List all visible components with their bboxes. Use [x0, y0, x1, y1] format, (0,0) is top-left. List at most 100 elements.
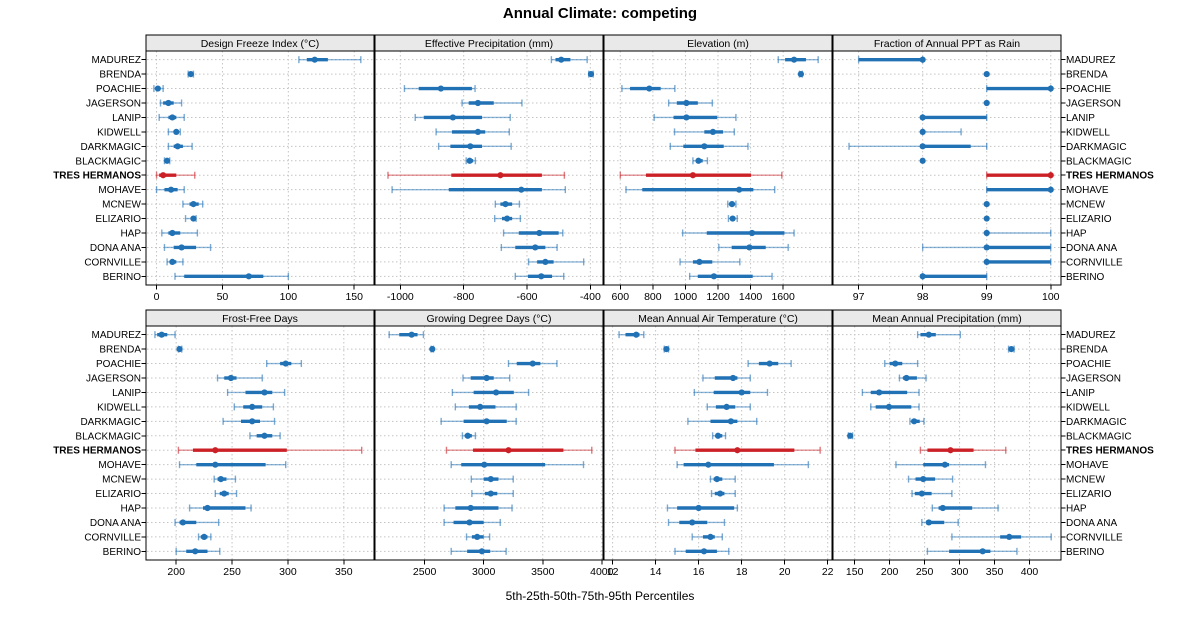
site-label-right: BRENDA	[1066, 70, 1108, 81]
panel-Effective Precipitation (mm): Effective Precipitation (mm) -1000 -800 -60…	[374, 34, 604, 303]
percentile-row-DONA ANA	[718, 243, 789, 251]
site-label-left: CORNVILLE	[84, 257, 141, 268]
median-dot	[474, 533, 481, 540]
percentile-row-POACHIE	[507, 360, 558, 368]
site-label-right: JAGERSON	[1066, 374, 1121, 385]
median-dot	[695, 157, 702, 164]
percentile-row-BERINO	[174, 272, 290, 280]
median-dot	[729, 374, 737, 382]
median-dot	[983, 201, 990, 208]
median-dot	[729, 215, 736, 222]
percentile-row-ELIZARIO	[983, 215, 990, 222]
median-dot	[167, 186, 175, 193]
median-dot	[727, 418, 735, 425]
median-dot	[190, 215, 197, 222]
median-dot	[481, 461, 488, 468]
percentile-row-MCNEW	[182, 200, 204, 208]
median-dot	[483, 418, 490, 425]
strip-title: Mean Annual Precipitation (mm)	[872, 313, 1021, 325]
median-dot	[176, 346, 183, 353]
site-label-right: HAP	[1066, 229, 1087, 240]
median-dot	[683, 114, 690, 121]
percentile-row-BERINO	[674, 547, 730, 555]
median-dot	[911, 418, 918, 425]
percentile-row-CORNVILLE	[951, 533, 1052, 541]
percentile-row-MOHAVE	[178, 461, 287, 469]
median-dot	[464, 432, 471, 439]
percentile-row-MADUREZ	[777, 56, 819, 64]
x-tick-label: 300	[951, 566, 969, 578]
percentile-row-HAP	[666, 504, 739, 512]
x-tick-label: 100	[280, 291, 298, 303]
site-label-right: CORNVILLE	[1066, 532, 1123, 543]
strip-title: Growing Degree Days (°C)	[427, 313, 552, 325]
percentile-row-MCNEW	[470, 475, 514, 483]
median-dot	[169, 229, 176, 237]
site-label-right: CORNVILLE	[1066, 257, 1123, 268]
percentile-row-MADUREZ	[916, 331, 961, 339]
median-dot	[160, 172, 167, 179]
strip-header	[832, 309, 1062, 327]
percentile-row-CORNVILLE	[527, 258, 585, 266]
percentile-row-DONA ANA	[921, 243, 1052, 251]
percentile-row-BERINO	[175, 547, 221, 555]
percentile-row-CORNVILLE	[166, 258, 184, 266]
percentile-row-LANIP	[158, 113, 185, 121]
percentile-row-MADUREZ	[154, 331, 176, 339]
strip-header	[374, 309, 604, 327]
median-dot	[717, 490, 724, 497]
percentile-row-BRENDA	[983, 71, 990, 78]
percentile-row-MOHAVE	[676, 461, 810, 469]
x-tick-label: 100	[1042, 291, 1060, 303]
x-tick-label: 4000	[590, 566, 614, 578]
site-label-left: DONA ANA	[90, 243, 141, 254]
percentile-row-DARKMAGIC	[437, 142, 512, 150]
site-labels: MADUREZ MADUREZ BRENDA BRENDA POACHIE POACHIE…	[53, 330, 1154, 558]
median-dot	[797, 71, 804, 78]
x-tick-label: 600	[612, 291, 630, 303]
site-label-left: BLACKMAGIC	[75, 431, 141, 442]
strip-header	[145, 34, 375, 52]
site-label-left: MADUREZ	[92, 55, 141, 66]
median-dot	[919, 128, 926, 135]
median-dot	[696, 258, 703, 265]
percentile-row-HAP	[443, 504, 513, 512]
median-dot	[736, 186, 743, 193]
percentile-row-MOHAVE	[986, 186, 1054, 194]
median-dot	[429, 346, 436, 353]
x-tick-label: 800	[644, 291, 662, 303]
site-label-right: TRES HERMANOS	[1066, 446, 1154, 457]
percentile-row-CORNVILLE	[983, 258, 1052, 266]
percentile-row-POACHIE	[621, 85, 676, 93]
site-label-right: BLACKMAGIC	[1066, 156, 1132, 167]
median-dot	[169, 258, 176, 265]
median-dot	[518, 186, 525, 193]
percentile-row-CORNVILLE	[691, 533, 724, 541]
percentile-row-BLACKMAGIC	[919, 157, 926, 164]
median-dot	[700, 548, 708, 555]
median-dot	[487, 476, 494, 483]
percentile-row-HAP	[502, 229, 564, 237]
site-label-left: ELIZARIO	[95, 489, 141, 500]
median-dot	[723, 403, 730, 410]
site-label-right: MCNEW	[1066, 475, 1105, 486]
percentile-row-ELIZARIO	[911, 490, 953, 498]
percentile-row-MOHAVE	[391, 186, 567, 194]
percentile-row-JAGERSON	[667, 99, 713, 107]
median-dot	[1047, 186, 1054, 193]
percentile-row-DARKMAGIC	[848, 142, 988, 150]
median-dot	[689, 172, 697, 179]
x-tick-label: 400	[1021, 566, 1039, 578]
median-dot	[892, 360, 899, 367]
median-dot	[587, 71, 595, 78]
site-label-right: POACHIE	[1066, 84, 1111, 95]
site-label-left: DARKMAGIC	[80, 142, 141, 153]
median-dot	[1008, 346, 1015, 353]
site-label-left: MCNEW	[102, 475, 141, 486]
percentile-row-KIDWELL	[167, 128, 181, 136]
site-label-left: POACHIE	[96, 359, 141, 370]
percentile-row-ELIZARIO	[471, 490, 514, 498]
percentile-row-MOHAVE	[895, 461, 987, 469]
median-dot	[467, 504, 474, 512]
